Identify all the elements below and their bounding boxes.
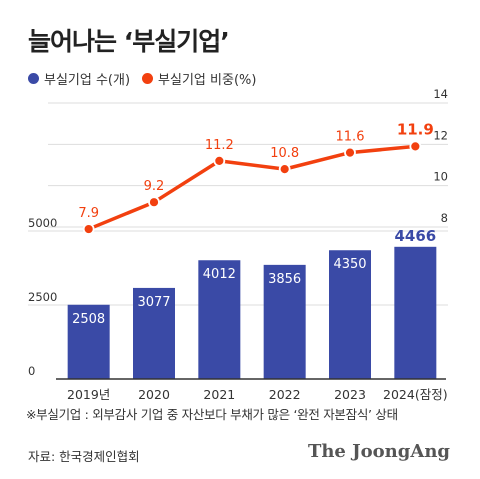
legend-dot-ratio-icon <box>142 72 154 84</box>
bar-4 <box>329 250 371 379</box>
legend-label-count: 부실기업 수(개) <box>44 72 131 88</box>
bar-value-label: 4350 <box>333 257 366 272</box>
ratio-point-5 <box>409 140 422 153</box>
legend-item-ratio: 부실기업 비중(%) <box>142 69 256 88</box>
x-tick-label: 2022 <box>269 387 301 402</box>
ratio-point-2 <box>213 154 226 167</box>
footnote: ※부실기업 : 외부감사 기업 중 자산보다 부채가 많은 ‘완전 자본잠식’ … <box>26 407 398 422</box>
ratio-point-3 <box>278 163 291 176</box>
left-tick-label: 0 <box>28 364 35 378</box>
x-tick-label: 2019년 <box>67 387 110 402</box>
legend-item-count: 부실기업 수(개) <box>28 69 130 88</box>
bar-0 <box>67 304 110 379</box>
bar-value-label: 3856 <box>268 272 301 287</box>
x-tick-label: 2024(잠정) <box>383 387 448 402</box>
left-tick-label: 2500 <box>28 290 57 304</box>
x-tick-label: 2021 <box>203 387 235 402</box>
x-tick-label: 2020 <box>138 387 170 402</box>
brand-logo: The JoongAng <box>307 441 450 462</box>
bar-3 <box>263 264 306 379</box>
legend-dot-count-icon <box>28 72 39 84</box>
ratio-value-label: 10.8 <box>270 146 299 161</box>
right-tick-label: 12 <box>433 128 448 142</box>
ratio-value-label: 11.6 <box>336 130 365 145</box>
bar-value-label: 2508 <box>72 312 105 327</box>
ratio-value-label: 11.2 <box>205 138 234 153</box>
ratio-value-label: 7.9 <box>78 206 99 221</box>
bar-5 <box>394 246 437 379</box>
bar-value-label: 4466 <box>394 227 436 245</box>
right-tick-label: 8 <box>441 211 448 225</box>
legend: 부실기업 수(개) 부실기업 비중(%) <box>28 68 268 88</box>
ratio-point-4 <box>344 146 356 159</box>
ratio-value-label: 9.2 <box>144 179 165 194</box>
bar-1 <box>133 287 175 379</box>
ratio-line <box>88 144 416 231</box>
ratio-point-1 <box>148 196 160 209</box>
bar-value-label: 4012 <box>203 267 236 282</box>
right-tick-label: 14 <box>433 87 448 101</box>
ratio-point-0 <box>82 223 95 235</box>
bar-2 <box>198 260 241 379</box>
bar-value-label: 3077 <box>137 295 170 310</box>
legend-label-ratio: 부실기업 비중(%) <box>158 72 257 88</box>
left-tick-label: 5000 <box>28 216 57 230</box>
right-tick-label: 10 <box>433 170 448 184</box>
ratio-value-label: 11.9 <box>397 120 434 138</box>
source-note: 자료: 한국경제인협회 <box>28 449 140 464</box>
chart-title: 늘어나는 ‘부실기업’ <box>28 27 230 56</box>
x-tick-label: 2023 <box>334 387 366 402</box>
